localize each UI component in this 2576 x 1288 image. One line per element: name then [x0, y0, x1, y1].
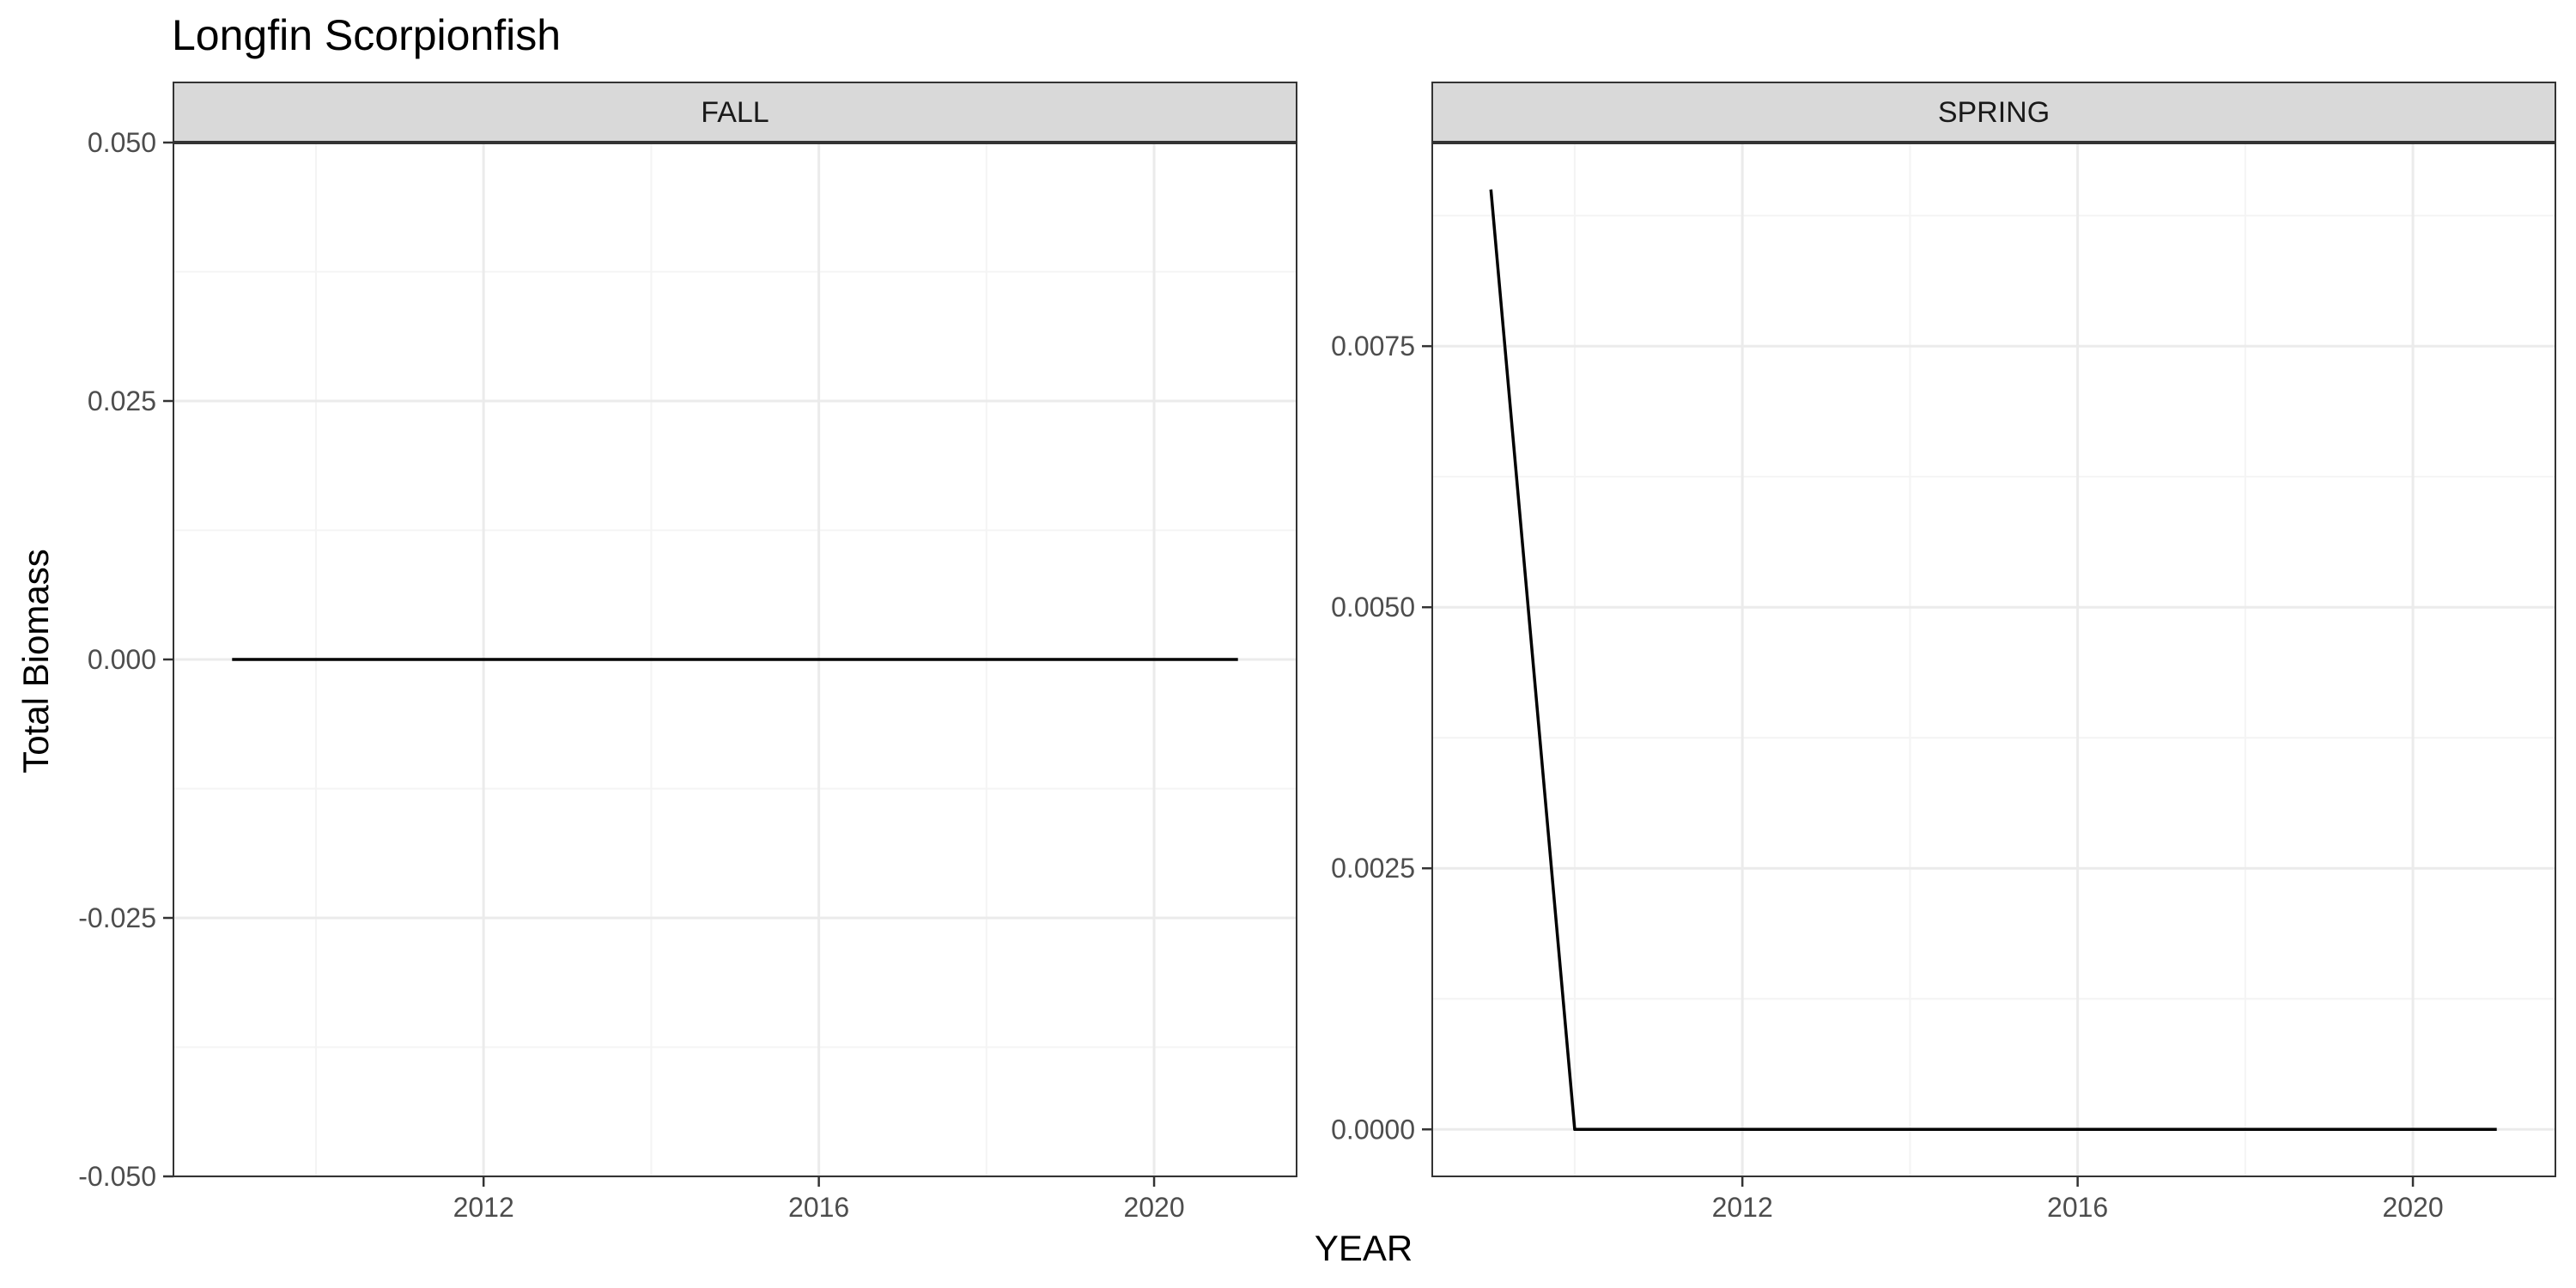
- x-tick-label: 2012: [1712, 1192, 1773, 1223]
- y-tick-label: 0.000: [88, 644, 156, 675]
- y-tick-label: 0.050: [88, 127, 156, 158]
- facet-label-spring: SPRING: [1938, 96, 2050, 129]
- x-tick-label: 2012: [453, 1192, 514, 1223]
- y-tick-label: 0.0050: [1331, 592, 1415, 623]
- x-tick-label: 2020: [2382, 1192, 2443, 1223]
- y-tick-label: -0.050: [78, 1161, 156, 1192]
- y-tick-label: 0.025: [88, 386, 156, 416]
- minor-gridlines: [1432, 143, 2555, 1176]
- panel-background: [1432, 143, 2555, 1176]
- facet-spring: SPRING 0.0000 0.0025 0.0050 0.0075 2012 2016 20…: [1331, 82, 2556, 1223]
- y-axis-title: Total Biomass: [15, 549, 56, 773]
- chart-title: Longfin Scorpionfish: [172, 11, 561, 59]
- y-tick-label: 0.0075: [1331, 331, 1415, 361]
- y-tick-label: 0.0025: [1331, 853, 1415, 884]
- y-tick-label: -0.025: [78, 902, 156, 933]
- x-tick-label: 2020: [1123, 1192, 1184, 1223]
- facets: FALL -0.050 -0.025 0.000 0.025 0.050 2012 2016 2…: [78, 82, 2556, 1223]
- facet-fall: FALL -0.050 -0.025 0.000 0.025 0.050 2012 2016 2…: [78, 82, 1297, 1223]
- series-line-spring: [1489, 189, 2497, 1132]
- x-tick-label: 2016: [788, 1192, 849, 1223]
- y-tick-label: 0.0000: [1331, 1114, 1415, 1145]
- x-tick-label: 2016: [2047, 1192, 2108, 1223]
- facet-strip-spring: [1431, 82, 2556, 143]
- facet-label-fall: FALL: [701, 96, 769, 129]
- x-axis-title: YEAR: [1315, 1228, 1413, 1268]
